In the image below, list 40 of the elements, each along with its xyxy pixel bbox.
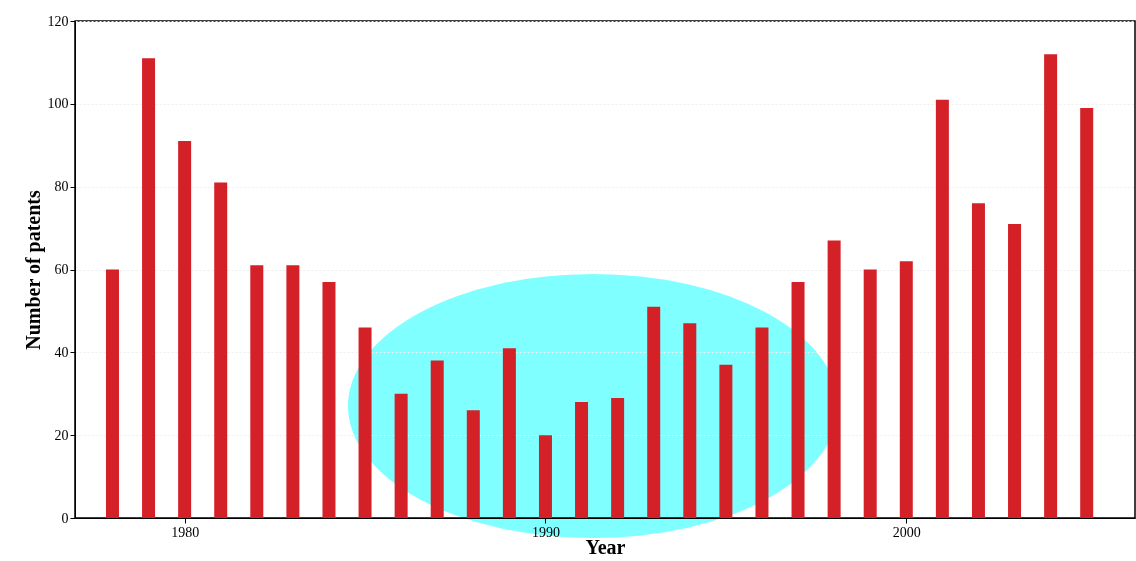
- bar: [863, 269, 877, 518]
- bar: [466, 410, 480, 518]
- bar: [142, 58, 156, 518]
- y-tick-label: 120: [47, 13, 69, 29]
- bar: [899, 261, 913, 518]
- bar: [178, 141, 192, 518]
- bar: [683, 323, 697, 518]
- x-tick-label: 2000: [892, 524, 921, 540]
- bar: [105, 269, 119, 518]
- y-tick-label: 0: [61, 510, 69, 526]
- bar: [250, 265, 264, 518]
- bar: [755, 327, 769, 518]
- y-tick-label: 100: [47, 96, 69, 112]
- bar: [358, 327, 372, 518]
- y-axis-title: Number of patents: [21, 189, 45, 350]
- bar: [286, 265, 300, 518]
- bar: [971, 203, 985, 518]
- bar: [538, 435, 552, 518]
- bar: [322, 281, 336, 518]
- bar: [575, 402, 589, 518]
- y-tick-label: 60: [54, 262, 69, 277]
- bar: [935, 99, 949, 518]
- y-tick-label: 80: [54, 179, 69, 195]
- bar: [394, 393, 408, 518]
- bar: [214, 182, 228, 518]
- bar: [611, 397, 625, 518]
- x-tick-label: 1980: [171, 524, 200, 540]
- bar: [827, 240, 841, 518]
- y-tick-label: 20: [54, 427, 69, 443]
- y-tick-label: 40: [54, 344, 69, 360]
- bar: [791, 281, 805, 518]
- bar: [502, 348, 516, 518]
- x-tick-label: 1990: [531, 524, 560, 540]
- bar: [719, 364, 733, 518]
- bar: [1044, 54, 1058, 518]
- bar: [1008, 223, 1022, 518]
- bar: [647, 306, 661, 518]
- bar: [430, 360, 444, 518]
- bar: [1080, 107, 1094, 518]
- x-axis-title: Year: [585, 535, 626, 558]
